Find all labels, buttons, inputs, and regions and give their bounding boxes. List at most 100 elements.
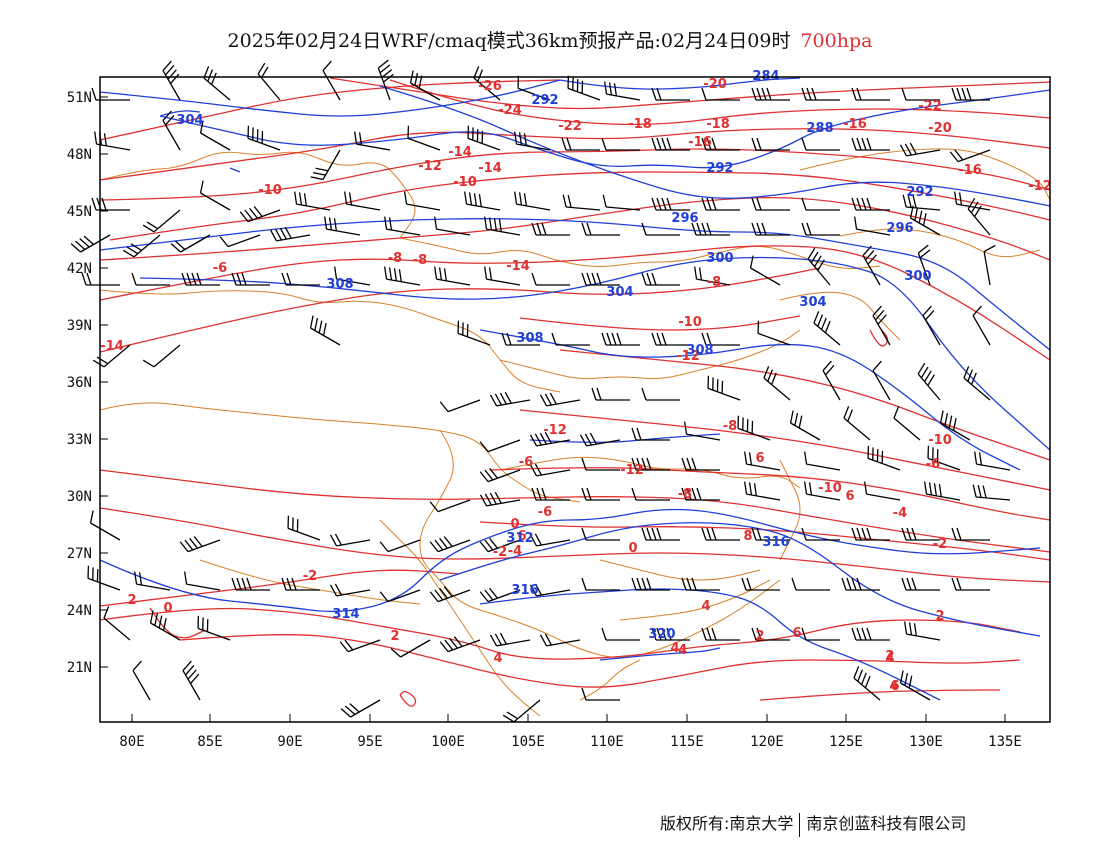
wind-barb <box>601 332 640 346</box>
wind-barb <box>851 527 890 541</box>
wind-barb <box>479 491 521 507</box>
wind-barb <box>197 615 231 641</box>
isotherm-label: -2 <box>303 569 317 584</box>
wind-barb <box>134 571 171 591</box>
wind-barb <box>149 610 181 641</box>
boundary-line <box>99 402 581 503</box>
wind-barb <box>851 197 890 211</box>
wind-barb <box>581 272 620 286</box>
height-label: 296 <box>671 211 698 226</box>
wind-barb <box>602 194 641 211</box>
wind-barb <box>340 699 381 718</box>
height-label: 308 <box>326 277 353 292</box>
isotherm-line <box>99 607 1021 660</box>
isotherm-label: 4 <box>701 599 710 614</box>
height-contour <box>99 508 1041 613</box>
isotherm-line <box>99 267 821 353</box>
isotherm-label: 4 <box>885 651 894 666</box>
height-contour <box>159 110 201 117</box>
wind-barb <box>854 216 891 236</box>
wind-barb <box>901 87 940 101</box>
wind-barb <box>324 216 361 236</box>
lat-tick-label: 42N <box>67 261 92 277</box>
boundary-line <box>579 659 641 701</box>
isotherm-line <box>99 196 1051 261</box>
wind-barb <box>91 87 130 101</box>
wind-barb <box>231 272 270 286</box>
wind-barb <box>310 149 341 181</box>
isotherm-label: 2 <box>390 629 399 644</box>
height-label: 300 <box>706 251 733 266</box>
wind-barb <box>789 410 821 441</box>
boundary-line <box>499 456 801 489</box>
wind-barb <box>927 445 961 471</box>
wind-barb <box>257 62 281 101</box>
isotherm-line <box>99 79 561 141</box>
wind-barb <box>92 344 131 368</box>
wind-barb <box>867 445 901 471</box>
wind-barb <box>170 234 211 253</box>
wind-barb <box>329 533 371 547</box>
wind-barb <box>822 360 841 401</box>
wind-barbs <box>70 59 1011 723</box>
wind-barb <box>162 60 181 101</box>
isotherm-label: -12 <box>418 159 442 174</box>
isotherm-line <box>479 521 1051 561</box>
isotherm-label: -18 <box>628 117 652 132</box>
isotherm-label: 0 <box>628 541 637 556</box>
isotherm-label: -18 <box>706 117 730 132</box>
wind-barb <box>439 399 481 413</box>
wind-barb <box>390 639 431 658</box>
wind-barb <box>917 362 941 401</box>
wind-barb <box>801 87 840 101</box>
wind-barb <box>287 515 321 541</box>
wind-barb <box>701 137 740 151</box>
isotherm-label: -26 <box>478 79 502 94</box>
isotherm-label: -8 <box>707 275 721 290</box>
isotherm-label: -4 <box>893 506 907 521</box>
wind-barb <box>182 660 201 701</box>
isotherm-label: -2 <box>493 545 507 560</box>
wind-barb <box>70 234 111 253</box>
wind-barb <box>737 415 771 441</box>
isotherm-label: 2 <box>935 609 944 624</box>
longitude-axis: 80E 85E 90E 95E 100E 105E 110E 115E 120E 125E 130E… <box>119 714 1022 750</box>
isotherm-line <box>99 128 1051 181</box>
boundary-line <box>779 291 901 341</box>
boundary-line <box>99 289 561 393</box>
wind-barb <box>893 406 921 441</box>
boundary-line <box>619 579 771 621</box>
boundary-line <box>419 429 781 658</box>
geopotential-contours <box>99 77 1051 701</box>
wind-barb <box>951 577 990 591</box>
wind-barb <box>329 583 371 597</box>
wind-barb <box>531 222 570 236</box>
wind-barb <box>899 670 931 701</box>
wind-barb <box>641 387 680 401</box>
wind-barb <box>801 527 840 541</box>
wind-barb <box>701 627 740 641</box>
wind-barb <box>949 149 991 163</box>
isotherm-label: -10 <box>928 433 952 448</box>
isotherm-label: -10 <box>678 315 702 330</box>
wind-barb <box>579 432 621 447</box>
isotherm-label: -24 <box>498 103 522 118</box>
wind-barb <box>749 255 781 286</box>
isotherm-label: -12 <box>676 349 700 364</box>
wind-barb <box>339 639 381 653</box>
wind-barb <box>184 571 221 591</box>
wind-barb <box>179 536 221 553</box>
wind-barb <box>751 137 790 151</box>
wind-barb <box>801 197 840 211</box>
isotherm-label: -14 <box>506 259 530 274</box>
wind-barb <box>651 87 690 101</box>
wind-barb <box>479 467 521 483</box>
height-label: 292 <box>706 161 733 176</box>
wind-barb <box>801 137 840 151</box>
wind-barb <box>691 222 730 236</box>
wind-barb <box>651 627 690 641</box>
wind-barb <box>484 266 521 286</box>
wind-barb <box>384 216 421 236</box>
wind-barb <box>904 621 941 641</box>
